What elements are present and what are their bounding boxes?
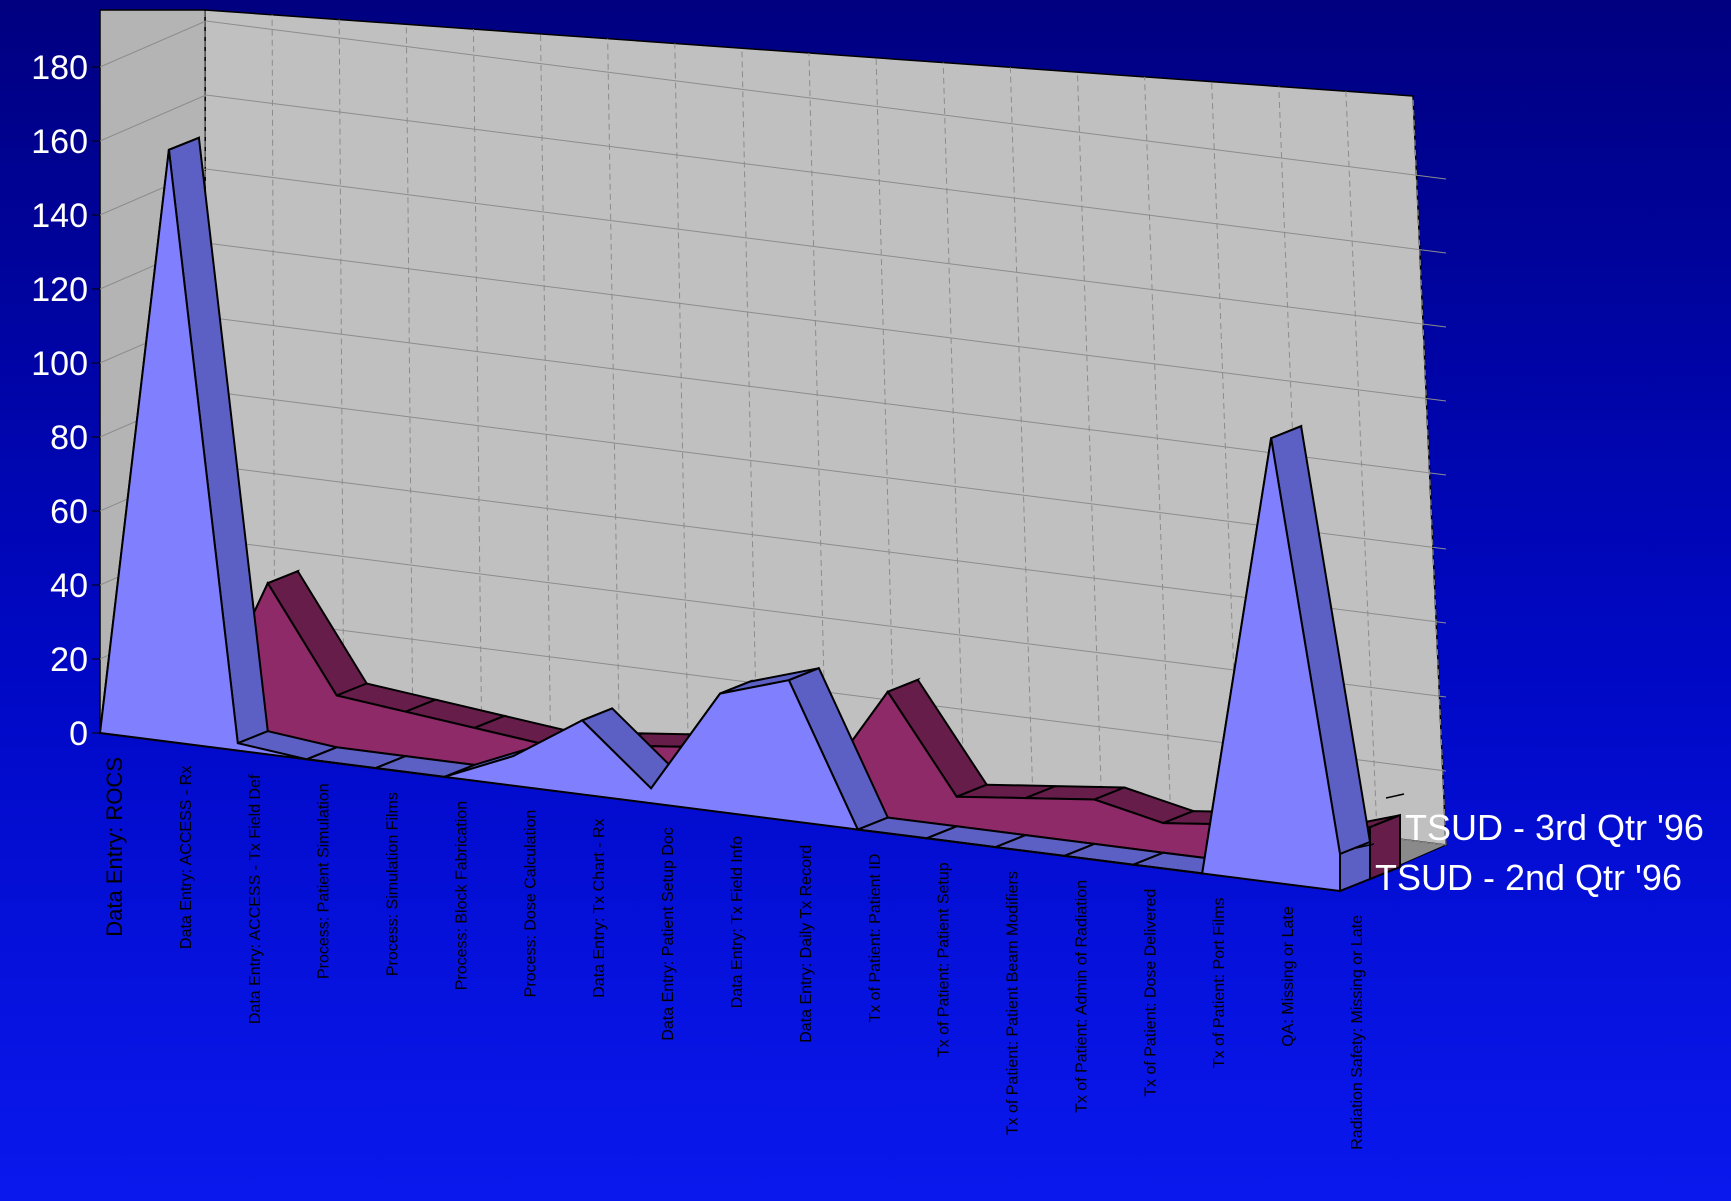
x-tick-label: Process: Patient Simulation [316,783,333,979]
gridline-side [99,94,207,142]
series-end-cap [1339,840,1371,893]
y-tick-label: 20 [50,641,88,679]
gridline-horizontal [205,316,1447,476]
gridline-horizontal [205,20,1447,180]
y-tick-label: 80 [50,419,88,457]
x-tick-label: Process: Block Fabrication [453,801,470,990]
legend-leader [1355,843,1375,849]
y-tick-label: 180 [31,49,88,87]
gridline-horizontal [205,390,1447,550]
x-axis: Data Entry: ROCS Data Entry: ACCESS - Rx D… [102,757,1366,1150]
x-tick-label: Data Entry: Tx Chart - Rx [591,818,608,997]
y-tick-label: 120 [31,271,88,309]
x-tick-label: Process: Simulation Films [385,792,402,976]
series-2nd-qtr-ribbon [98,136,1372,893]
gridline-vertical [405,24,414,714]
legend: TSUD - 3rd Qtr '96 TSUD - 2nd Qtr '96 [1355,793,1704,898]
gridline-vertical [1412,95,1447,846]
gridline-vertical [741,48,758,758]
gridline-vertical [472,29,483,723]
gridline-vertical [808,52,827,767]
x-tick-label: Tx of Patient: Patient Beam Modifiers [1005,871,1022,1135]
x-tick-label: Tx of Patient: Port Films [1211,897,1228,1068]
x-tick-label: Tx of Patient: Patient Setup [936,862,953,1057]
y-tick-label: 40 [50,567,88,605]
gridline-vertical [607,38,620,740]
gridline-side [99,20,207,68]
x-tick-label: Data Entry: Daily Tx Record [798,845,815,1043]
x-tick-label: Data Entry: ACCESS - Tx Field Def [247,774,264,1024]
x-tick-label: Data Entry: ACCESS - Rx [178,766,195,949]
x-tick-label: Process: Dose Calculation [522,810,539,998]
x-tick-label: Data Entry: Tx Field Info [729,836,746,1008]
series-front-face [98,149,1341,893]
legend-leader [1385,793,1405,799]
gridline-horizontal [205,94,1447,254]
y-tick-label: 0 [69,715,88,753]
y-tick-label: 60 [50,493,88,531]
y-tick-label: 100 [31,345,88,383]
gridline-vertical [1345,91,1378,837]
x-tick-label: Tx of Patient: Patient ID [867,854,884,1023]
x-tick-label: QA: Missing or Late [1280,906,1297,1047]
y-tick-label: 140 [31,197,88,235]
gridline-horizontal [205,168,1447,328]
x-tick-label: Data Entry: ROCS [102,757,127,937]
x-tick-label: Radiation Safety: Missing or Late [1349,915,1366,1150]
legend-entry-3rd-qtr: TSUD - 3rd Qtr '96 [1405,807,1704,848]
gridline-vertical [1144,76,1171,810]
gridline-vertical [1076,72,1103,802]
gridline-horizontal [205,242,1447,402]
gridline-vertical [540,33,551,731]
y-axis: 0 20 40 60 80 100 120 140 160 180 [31,49,100,753]
x-tick-label: Data Entry: Patient Setup Doc [660,827,677,1040]
gridline-vertical [674,43,689,749]
gridline-vertical [942,62,965,784]
gridline-vertical [338,19,345,705]
y-tick-label: 160 [31,123,88,161]
gridline-horizontal [205,464,1447,624]
x-tick-label: Tx of Patient: Admin of Radiation [1073,880,1090,1113]
x-tick-label: Tx of Patient: Dose Delivered [1142,889,1159,1097]
legend-entry-2nd-qtr: TSUD - 2nd Qtr '96 [1375,857,1682,898]
gridline-vertical [1009,67,1034,793]
